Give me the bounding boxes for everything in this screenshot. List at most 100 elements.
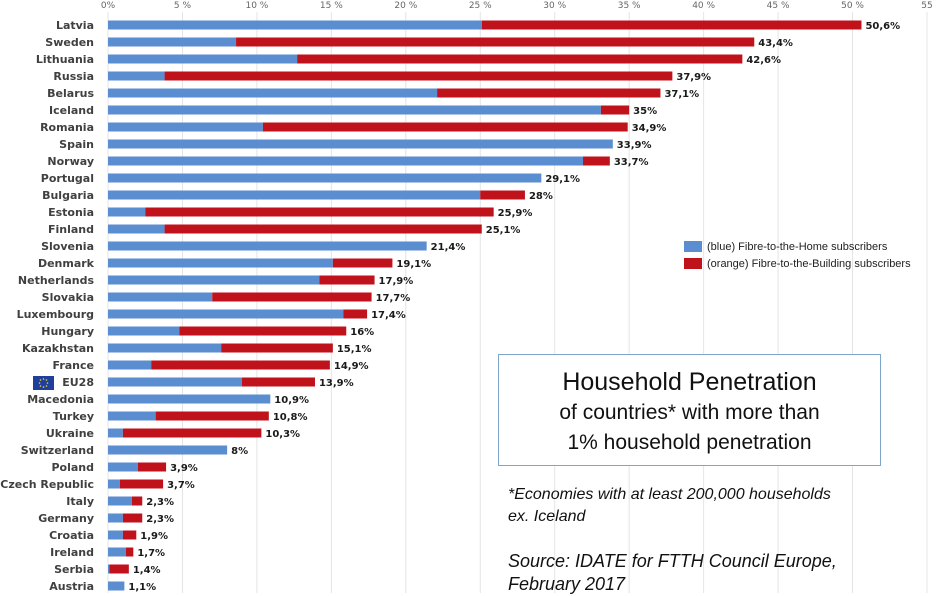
x-tick-label: 0% [101,1,116,11]
legend-item-ftth: (blue) Fibre-to-the-Home subscribers [684,238,911,255]
bar-ftth [108,564,110,574]
category-label: Sweden [45,36,94,49]
bar-ftth [108,105,601,115]
bar-ftth [108,309,344,319]
bar-ftth [108,462,138,472]
total-label: 17,7% [376,293,411,304]
bar-ftth [108,343,222,353]
category-label: Germany [38,512,94,525]
chart-title: Household Penetration [562,368,817,396]
category-label: EU28 [62,376,94,389]
total-label: 16% [350,327,374,338]
bar-ftth [108,71,165,81]
total-label: 28% [529,191,553,202]
bar-fttb [600,105,630,115]
bar-ftth [108,207,146,217]
bar-ftth [108,496,132,506]
category-label: Denmark [38,257,95,270]
total-label: 15,1% [337,344,372,355]
total-label: 42,6% [746,55,781,66]
bar-ftth [108,37,237,47]
chart-bars [108,20,862,591]
bar-ftth [108,258,333,268]
total-label: 33,7% [614,157,649,168]
total-label: 1,9% [140,531,168,542]
total-label: 10,3% [265,429,300,440]
bar-fttb [164,224,482,234]
total-label: 13,9% [319,378,354,389]
legend-item-fttb: (orange) Fibre-to-the-Building subscribe… [684,255,911,272]
category-label: Turkey [53,410,94,423]
bar-fttb [137,462,167,472]
bar-fttb [119,479,164,489]
category-label: Belarus [47,87,94,100]
bar-ftth [108,479,120,489]
bar-ftth [108,275,320,285]
x-tick-label: 55 [921,1,932,11]
total-label: 10,8% [273,412,308,423]
legend-swatch-fttb [684,258,702,269]
bar-fttb [583,156,610,166]
bar-ftth [108,411,156,421]
category-label: Estonia [48,206,94,219]
category-label: Portugal [41,172,94,185]
bar-fttb [179,326,347,336]
legend-label-fttb: (orange) Fibre-to-the-Building subscribe… [707,257,911,270]
total-label: 35% [633,106,657,117]
bar-fttb [319,275,375,285]
bar-ftth [108,513,123,523]
total-label: 25,1% [486,225,521,236]
category-label: Macedonia [27,393,94,406]
footnote-line2: ex. Iceland [508,508,586,525]
category-labels: Latvia Sweden Lithuania Russia Belarus Icelan… [0,19,94,593]
footnote: *Economies with at least 200,000 househo… [508,484,831,528]
bar-fttb [480,190,525,200]
x-axis-ticks: 0% 5 % 10 % 15 % 20 % 25 % 30 % 35 % 40 % 45 % 50 … [101,1,933,11]
category-label: Serbia [54,563,94,576]
category-label: Luxembourg [17,308,94,321]
category-label: Lithuania [36,53,94,66]
bar-ftth [108,445,228,455]
total-label: 3,9% [170,463,198,474]
bar-ftth [108,428,123,438]
x-tick-label: 25 % [469,1,492,11]
bar-fttb [125,547,134,557]
category-label: Italy [66,495,94,508]
x-tick-label: 10 % [245,1,268,11]
legend-label-ftth: (blue) Fibre-to-the-Home subscribers [707,240,888,253]
bar-ftth [108,394,271,404]
chart-subtitle-line2: 1% household penetration [567,431,812,454]
bar-fttb [332,258,393,268]
bar-fttb [151,360,330,370]
category-label: Bulgaria [42,189,94,202]
total-label: 17,4% [371,310,406,321]
total-label: 25,9% [498,208,533,219]
bar-fttb [155,411,269,421]
category-label: Croatia [49,529,94,542]
total-label: 2,3% [146,514,174,525]
chart-legend: (blue) Fibre-to-the-Home subscribers (or… [684,238,911,272]
bar-fttb [242,377,315,387]
category-label: Austria [49,580,94,593]
x-tick-label: 20 % [394,1,417,11]
bar-ftth [108,20,482,30]
category-label: Iceland [49,104,94,117]
total-label: 1,1% [128,582,156,593]
category-label: Slovakia [42,291,94,304]
total-label: 2,3% [146,497,174,508]
bar-ftth [108,190,481,200]
category-label: Switzerland [21,444,94,457]
chart-subtitle-line1: of countries* with more than [559,401,820,424]
bar-ftth [108,139,613,149]
eu-flag-icon [33,376,54,390]
bar-fttb [131,496,143,506]
category-label: Spain [59,138,94,151]
bar-fttb [297,54,743,64]
bar-ftth [108,54,298,64]
bar-ftth [108,530,123,540]
category-label: Ireland [50,546,94,559]
category-label: Slovenia [41,240,94,253]
bar-ftth [108,173,542,183]
category-label: Hungary [41,325,94,338]
